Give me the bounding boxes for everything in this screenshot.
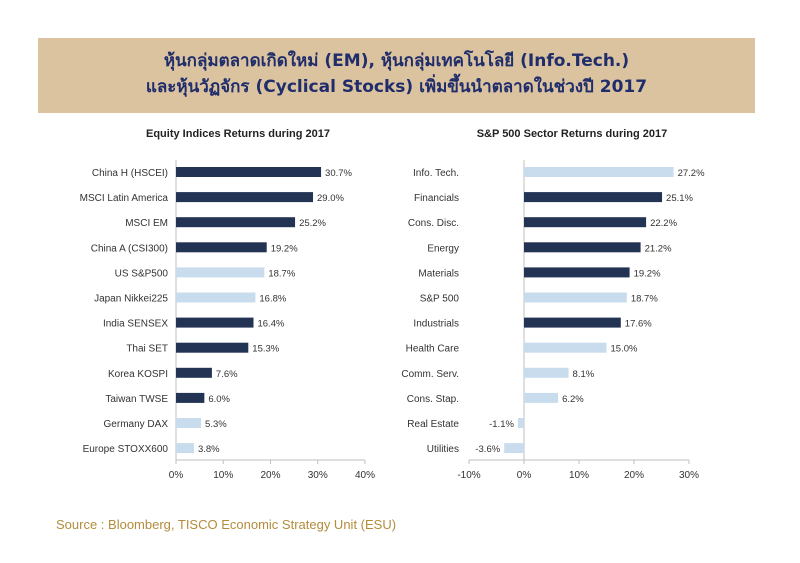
equity-bar [176, 217, 296, 228]
equity-bar [176, 267, 265, 278]
banner-title-line-2: และหุ้นวัฏจักร (Cyclical Stocks) เพิ่มขึ… [145, 77, 648, 97]
equity-category-label: MSCI EM [125, 218, 168, 229]
sector-x-tick-label: 20% [624, 470, 644, 481]
sector-bar [524, 342, 607, 353]
equity-bar [176, 342, 249, 353]
sector-bar [524, 292, 627, 303]
equity-value-label: 7.6% [216, 369, 238, 380]
equity-bar [176, 443, 194, 454]
sector-category-label: Health Care [406, 344, 460, 355]
equity-value-label: 16.4% [257, 319, 284, 330]
sector-bar [524, 317, 621, 328]
equity-category-label: China H (HSCEI) [92, 168, 168, 179]
equity-x-tick-label: 40% [355, 470, 375, 481]
equity-category-label: MSCI Latin America [80, 193, 169, 204]
equity-value-label: 5.3% [205, 419, 227, 430]
equity-category-label: Germany DAX [104, 419, 169, 430]
sector-bar [517, 418, 524, 428]
sector-value-label: 17.6% [625, 319, 652, 330]
sector-bar [524, 192, 663, 203]
equity-category-label: China A (CSI300) [91, 243, 168, 254]
sector-value-label: -1.1% [489, 419, 514, 430]
sector-category-label: Cons. Stap. [407, 394, 459, 405]
sector-x-tick-label: 10% [569, 470, 589, 481]
equity-bar [176, 242, 267, 253]
sector-value-label: 15.0% [611, 344, 638, 355]
equity-bar [176, 392, 205, 403]
sector-bar [504, 443, 524, 454]
equity-bar [176, 418, 202, 428]
equity-x-tick-label: 20% [260, 470, 280, 481]
equity-category-label: Taiwan TWSE [105, 394, 168, 405]
equity-x-tick-label: 0% [169, 470, 184, 481]
equity-category-label: US S&P500 [115, 268, 169, 279]
equity-chart-title: Equity Indices Returns during 2017 [146, 128, 330, 140]
sector-bar [524, 217, 647, 228]
source-note: Source : Bloomberg, TISCO Economic Strat… [56, 517, 397, 532]
equity-category-label: Korea KOSPI [108, 369, 168, 380]
equity-value-label: 25.2% [299, 218, 326, 229]
equity-bar [176, 317, 254, 328]
sector-bar [524, 367, 569, 378]
equity-value-label: 19.2% [271, 243, 298, 254]
equity-category-label: Europe STOXX600 [83, 444, 169, 455]
sector-x-tick-label: -10% [457, 470, 480, 481]
equity-value-label: 16.8% [259, 294, 286, 305]
sector-value-label: 6.2% [562, 394, 584, 405]
equity-value-label: 30.7% [325, 168, 352, 179]
equity-category-label: Japan Nikkei225 [94, 294, 168, 305]
sector-x-tick-label: 0% [517, 470, 532, 481]
equity-bar [176, 292, 256, 303]
sector-value-label: 18.7% [631, 294, 658, 305]
sector-category-label: Industrials [413, 319, 459, 330]
sector-category-label: Financials [414, 193, 459, 204]
equity-value-label: 15.3% [252, 344, 279, 355]
sector-chart-title: S&P 500 Sector Returns during 2017 [477, 128, 668, 140]
equity-value-label: 18.7% [268, 268, 295, 279]
sector-category-label: Comm. Serv. [401, 369, 459, 380]
banner-title-line-1: หุ้นกลุ่มตลาดเกิดใหม่ (EM), หุ้นกลุ่มเทค… [163, 51, 630, 71]
sector-value-label: 19.2% [634, 268, 661, 279]
equity-category-label: India SENSEX [103, 319, 168, 330]
sector-category-label: Energy [427, 243, 459, 254]
equity-value-label: 6.0% [208, 394, 230, 405]
equity-bar [176, 367, 212, 378]
sector-value-label: -3.6% [475, 444, 500, 455]
title-banner: หุ้นกลุ่มตลาดเกิดใหม่ (EM), หุ้นกลุ่มเทค… [38, 38, 755, 113]
sector-category-label: Cons. Disc. [408, 218, 459, 229]
equity-category-label: Thai SET [126, 344, 168, 355]
equity-value-label: 3.8% [198, 444, 220, 455]
sector-category-label: Real Estate [407, 419, 459, 430]
charts-area: Equity Indices Returns during 2017 0% 10% 2… [80, 128, 705, 481]
sector-value-label: 27.2% [678, 168, 705, 179]
sector-bar [524, 242, 641, 253]
equity-value-label: 29.0% [317, 193, 344, 204]
sector-x-tick-label: 30% [679, 470, 699, 481]
sector-category-label: Info. Tech. [413, 168, 459, 179]
equity-x-tick-label: 30% [308, 470, 328, 481]
sector-value-label: 8.1% [573, 369, 595, 380]
equity-x-tick-label: 10% [213, 470, 233, 481]
sector-bar [524, 167, 674, 177]
sector-category-label: Materials [418, 268, 459, 279]
equity-bar [176, 192, 314, 203]
sector-bar [524, 267, 630, 278]
sector-category-label: S&P 500 [420, 294, 460, 305]
sector-value-label: 21.2% [645, 243, 672, 254]
sector-bar [524, 392, 559, 403]
equity-bar [176, 167, 322, 177]
sector-value-label: 22.2% [650, 218, 677, 229]
sector-category-label: Utilities [427, 444, 459, 455]
sector-value-label: 25.1% [666, 193, 693, 204]
